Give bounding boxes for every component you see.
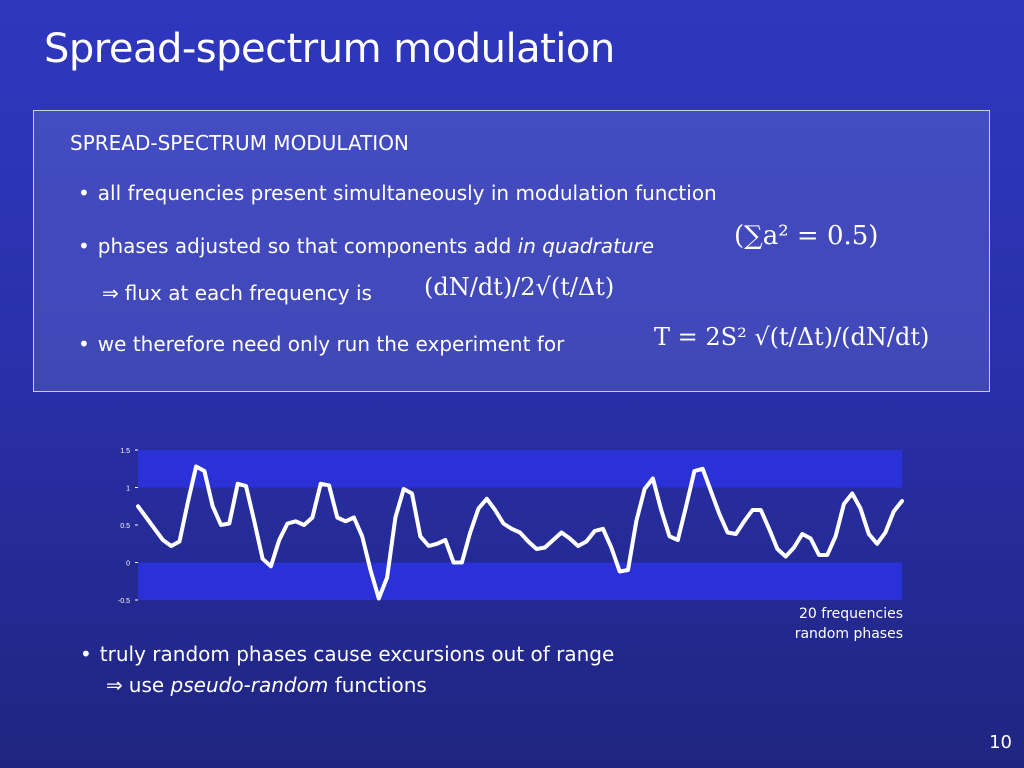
bottom-bullet-random: • truly random phases cause excursions ou… [80,642,614,666]
chart-band [138,450,902,488]
implies-arrow-icon: ⇒ [102,281,119,305]
bullet-text: use [128,673,171,697]
bullet-dot: • [78,234,90,258]
bullet-frequencies: • all frequencies present simultaneously … [78,181,717,205]
bullet-dot: • [78,181,90,205]
slide-title: Spread-spectrum modulation [44,26,615,72]
chart-caption-line: 20 frequencies [799,606,903,622]
panel-heading: SPREAD-SPECTRUM MODULATION [70,131,409,155]
chart-caption: 20 frequencies random phases [795,604,903,644]
modulation-chart: 1.5 1 0.5 0 -0.5 [110,440,910,610]
bullet-italic-text: pseudo-random [170,673,329,697]
chart-band [138,562,902,600]
chart-y-tick-label: 0 [126,561,130,568]
bullet-text: we therefore need only run the experimen… [97,332,565,356]
quadrature-formula: (∑a² = 0.5) [734,221,879,251]
chart-y-tick-label: 0.5 [120,523,130,530]
bullet-italic-text: in quadrature [517,234,655,258]
chart-y-tick-label: 1.5 [120,448,130,455]
bullet-dot: • [80,642,92,666]
bullet-flux: ⇒ flux at each frequency is [102,281,372,305]
content-panel: SPREAD-SPECTRUM MODULATION • all frequenc… [33,110,990,392]
bullet-text: functions [328,673,427,697]
chart-series-line [136,464,904,601]
bullet-text: phases adjusted so that components add [97,234,518,258]
bullet-text: truly random phases cause excursions out… [99,642,615,666]
chart-y-tick-label: -0.5 [118,598,130,605]
bullet-dot: • [78,332,90,356]
bullet-run-time: • we therefore need only run the experime… [78,332,564,356]
bullet-text: flux at each frequency is [124,281,372,305]
bottom-bullet-pseudo: ⇒ use pseudo-random functions [106,673,427,697]
chart-y-tick-label: 1 [126,486,130,493]
bullet-phases: • phases adjusted so that components add … [78,234,654,258]
runtime-formula: T = 2S² √(t/Δt)/(dN/dt) [654,323,930,351]
bullet-text: all frequencies present simultaneously i… [97,181,717,205]
flux-formula: (dN/dt)/2√(t/Δt) [424,273,615,301]
page-number: 10 [989,732,1012,753]
chart-svg: 1.5 1 0.5 0 -0.5 [118,448,904,605]
chart-caption-line: random phases [794,626,903,642]
implies-arrow-icon: ⇒ [106,673,123,697]
